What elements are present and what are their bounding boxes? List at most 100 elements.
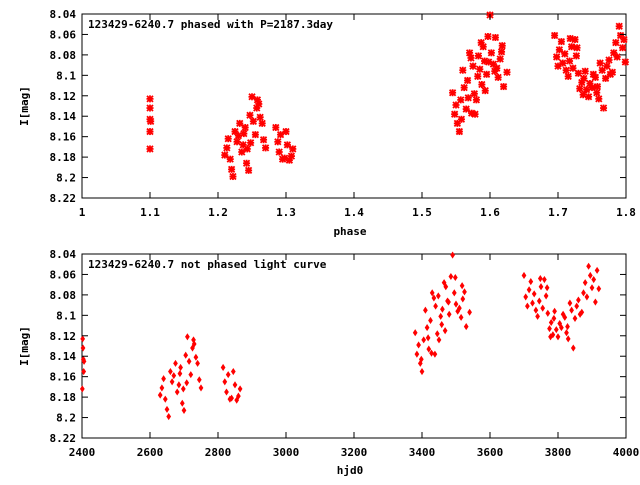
data-point (493, 64, 501, 72)
data-point (193, 353, 199, 361)
data-point (436, 336, 442, 344)
data-point (171, 372, 177, 380)
data-point (446, 298, 451, 306)
data-point (287, 152, 296, 160)
data-point (593, 298, 598, 306)
data-point (564, 329, 569, 337)
data-point (618, 44, 627, 52)
data-point (276, 130, 285, 139)
data-point (176, 381, 182, 389)
data-point (190, 344, 195, 352)
data-point (535, 312, 540, 320)
data-point (463, 76, 472, 85)
data-point (552, 307, 557, 315)
data-point (591, 73, 600, 82)
data-point (608, 68, 617, 76)
y-tick-label: 8.12 (50, 90, 77, 103)
data-point (157, 391, 163, 399)
data-point (251, 130, 260, 139)
data-point (429, 289, 435, 297)
y-tick-label: 8.2 (56, 412, 76, 425)
data-point (198, 384, 204, 392)
data-point (451, 289, 457, 297)
y-tick-label: 8.14 (50, 350, 77, 363)
data-point (423, 306, 428, 314)
data-point (429, 349, 434, 357)
y-tick-label: 8.04 (50, 248, 77, 261)
data-point (584, 293, 590, 301)
data-point (416, 341, 421, 349)
data-point (565, 335, 571, 343)
x-tick-label: 4000 (613, 446, 640, 459)
data-point (169, 378, 175, 386)
data-point (463, 323, 469, 331)
data-point (79, 385, 85, 393)
data-points (146, 11, 629, 181)
data-point (431, 294, 437, 302)
x-tick-label: 1.6 (480, 206, 500, 219)
y-tick-label: 8.2 (56, 172, 76, 185)
data-point (562, 66, 570, 74)
x-tick-label: 3000 (273, 446, 300, 459)
data-point (159, 384, 165, 392)
data-point (222, 378, 228, 386)
data-point (472, 96, 481, 104)
y-tick-label: 8.16 (50, 131, 77, 144)
y-tick-label: 8.18 (50, 151, 77, 164)
data-point (474, 52, 483, 60)
data-point (180, 385, 186, 393)
data-point (550, 31, 559, 40)
data-point (236, 119, 244, 128)
data-point (584, 93, 593, 101)
data-point (586, 262, 591, 270)
data-point (573, 44, 581, 52)
chart-title: 123429-6240.7 not phased light curve (88, 258, 327, 271)
data-point (243, 145, 251, 153)
data-point (426, 345, 432, 353)
data-point (275, 148, 283, 156)
data-point (244, 166, 253, 175)
data-point (569, 306, 574, 314)
data-point (465, 49, 474, 57)
data-point (595, 95, 603, 103)
data-point (482, 70, 491, 78)
data-point (594, 266, 600, 274)
x-tick-label: 1.8 (616, 206, 636, 219)
data-point (544, 284, 550, 292)
data-point (230, 368, 236, 376)
data-point (181, 406, 187, 414)
data-point (232, 381, 238, 389)
data-point (542, 276, 547, 284)
data-point (248, 93, 256, 101)
data-point (438, 312, 444, 320)
data-point (274, 138, 282, 146)
data-point (468, 109, 476, 117)
data-point (593, 89, 601, 97)
unphased-chart: 2400 2600 2800 3000 3200 3400 3600 3800 4000 8.0… (18, 248, 639, 477)
data-point (185, 333, 190, 341)
data-point (565, 323, 570, 331)
data-point (567, 299, 573, 307)
data-point (256, 113, 264, 121)
data-point (469, 62, 477, 70)
data-point (161, 375, 166, 383)
data-point (474, 72, 482, 80)
data-point (146, 95, 154, 103)
data-point (443, 283, 449, 291)
x-axis-label: phase (333, 225, 366, 238)
x-tick-label: 2400 (69, 446, 96, 459)
y-tick-label: 8.22 (50, 432, 77, 445)
data-point (523, 293, 529, 301)
data-point (526, 286, 532, 294)
x-axis-ticks: 1 1.1 1.2 1.3 1.4 1.5 1.6 1.7 1.8 (79, 14, 636, 219)
data-point (225, 371, 231, 379)
data-point (457, 304, 462, 312)
y-axis-label: I[mag] (18, 326, 31, 366)
data-point (564, 72, 572, 80)
y-axis-ticks: 8.04 8.06 8.08 8.1 8.12 8.14 8.16 8.18 8.2 8.22 (50, 8, 626, 205)
x-tick-label: 1 (79, 206, 86, 219)
data-point (168, 368, 173, 376)
data-point (289, 145, 297, 153)
x-axis-label: hjd0 (337, 464, 364, 477)
